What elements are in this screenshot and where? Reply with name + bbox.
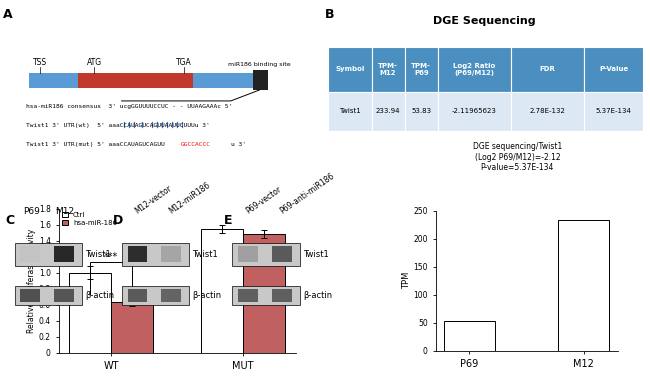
Bar <box>161 246 181 262</box>
Bar <box>584 47 644 92</box>
Text: TSS: TSS <box>32 58 47 67</box>
Bar <box>70 273 111 353</box>
Text: Twist1 3' UTR(mut) 5' aaaCCAUAGUCAGUU: Twist1 3' UTR(mut) 5' aaaCCAUAGUCAGUU <box>26 142 164 147</box>
Bar <box>328 47 372 92</box>
Bar <box>14 286 82 305</box>
Bar <box>20 289 40 302</box>
Text: β-actin: β-actin <box>85 291 114 300</box>
Text: hsa-miR186 consensus  3' ucgGGUUUUCCUC - - UUAAGAAAc 5': hsa-miR186 consensus 3' ucgGGUUUUCCUC - … <box>26 104 232 109</box>
Text: 233.94: 233.94 <box>376 108 400 114</box>
Bar <box>253 70 268 90</box>
Bar <box>232 243 300 266</box>
Text: E: E <box>224 214 232 227</box>
Text: 2.78E-132: 2.78E-132 <box>529 108 565 114</box>
Text: C: C <box>6 214 15 227</box>
Bar <box>238 246 258 262</box>
Bar <box>272 246 292 262</box>
Text: β-actin: β-actin <box>192 291 222 300</box>
Text: DGE sequencing/Twist1
(Log2 P69/M12)=-2.12
P-value=5.37E-134: DGE sequencing/Twist1 (Log2 P69/M12)=-2.… <box>473 142 562 172</box>
Bar <box>405 92 438 131</box>
Bar <box>243 234 285 353</box>
Text: Twist1: Twist1 <box>85 250 111 259</box>
Bar <box>122 243 189 266</box>
Bar <box>372 92 405 131</box>
Text: TGA: TGA <box>176 58 192 67</box>
Text: 53.83: 53.83 <box>411 108 432 114</box>
Text: FDR: FDR <box>540 66 555 72</box>
Text: 5.37E-134: 5.37E-134 <box>595 108 631 114</box>
Bar <box>438 47 511 92</box>
Text: DGE Sequencing: DGE Sequencing <box>433 16 536 26</box>
Text: TPM-
M12: TPM- M12 <box>378 63 398 76</box>
Bar <box>29 73 78 88</box>
Bar <box>405 47 438 92</box>
Text: Symbol: Symbol <box>335 66 365 72</box>
Bar <box>438 92 511 131</box>
Text: B: B <box>325 8 335 21</box>
Bar <box>232 286 300 305</box>
Bar <box>192 73 261 88</box>
Text: P69: P69 <box>23 207 40 216</box>
Text: ATG: ATG <box>86 58 102 67</box>
Bar <box>14 243 82 266</box>
Bar <box>584 92 644 131</box>
Text: A: A <box>3 8 13 21</box>
Bar <box>54 289 74 302</box>
Bar <box>328 92 372 131</box>
Text: miR186 binding site: miR186 binding site <box>228 62 291 67</box>
Text: P69-anti-miR186: P69-anti-miR186 <box>278 172 335 216</box>
Bar <box>511 47 584 92</box>
Text: P69-vector: P69-vector <box>244 185 283 216</box>
Bar <box>201 229 243 353</box>
Bar <box>444 321 495 351</box>
Bar <box>558 220 609 351</box>
Text: TPM-
P69: TPM- P69 <box>411 63 431 76</box>
Text: β-actin: β-actin <box>303 291 332 300</box>
Text: Twist1: Twist1 <box>192 250 218 259</box>
Text: Twist1: Twist1 <box>303 250 329 259</box>
Bar <box>372 47 405 92</box>
Legend: Ctrl, hsa-miR-186: Ctrl, hsa-miR-186 <box>62 212 117 225</box>
Text: Twist1: Twist1 <box>339 108 361 114</box>
Bar <box>511 92 584 131</box>
Bar <box>54 246 74 262</box>
Bar <box>78 73 192 88</box>
Bar <box>127 246 148 262</box>
Y-axis label: Relative Luciferase Activity: Relative Luciferase Activity <box>27 229 36 333</box>
Bar <box>272 289 292 302</box>
Text: Twist1 3' UTR(wt)  5' aaaCCAUAGUCAGUUAAUUCUUUu 3': Twist1 3' UTR(wt) 5' aaaCCAUAGUCAGUUAAUU… <box>26 123 210 128</box>
Text: M12-vector: M12-vector <box>133 184 174 216</box>
Text: u 3': u 3' <box>231 142 246 147</box>
Bar <box>111 303 153 353</box>
Text: M12: M12 <box>56 207 75 216</box>
Bar <box>161 289 181 302</box>
Text: ***: *** <box>104 252 118 262</box>
Bar <box>127 289 148 302</box>
Text: Log2 Ratio
(P69/M12): Log2 Ratio (P69/M12) <box>453 63 495 76</box>
Text: M12-miR186: M12-miR186 <box>167 181 212 216</box>
Bar <box>122 286 189 305</box>
Text: -2.11965623: -2.11965623 <box>452 108 497 114</box>
Y-axis label: TPM: TPM <box>402 272 411 289</box>
Bar <box>20 246 40 262</box>
Text: D: D <box>113 214 124 227</box>
Bar <box>238 289 258 302</box>
Text: P-Value: P-Value <box>599 66 628 72</box>
Text: GGCCACCC: GGCCACCC <box>181 142 211 147</box>
